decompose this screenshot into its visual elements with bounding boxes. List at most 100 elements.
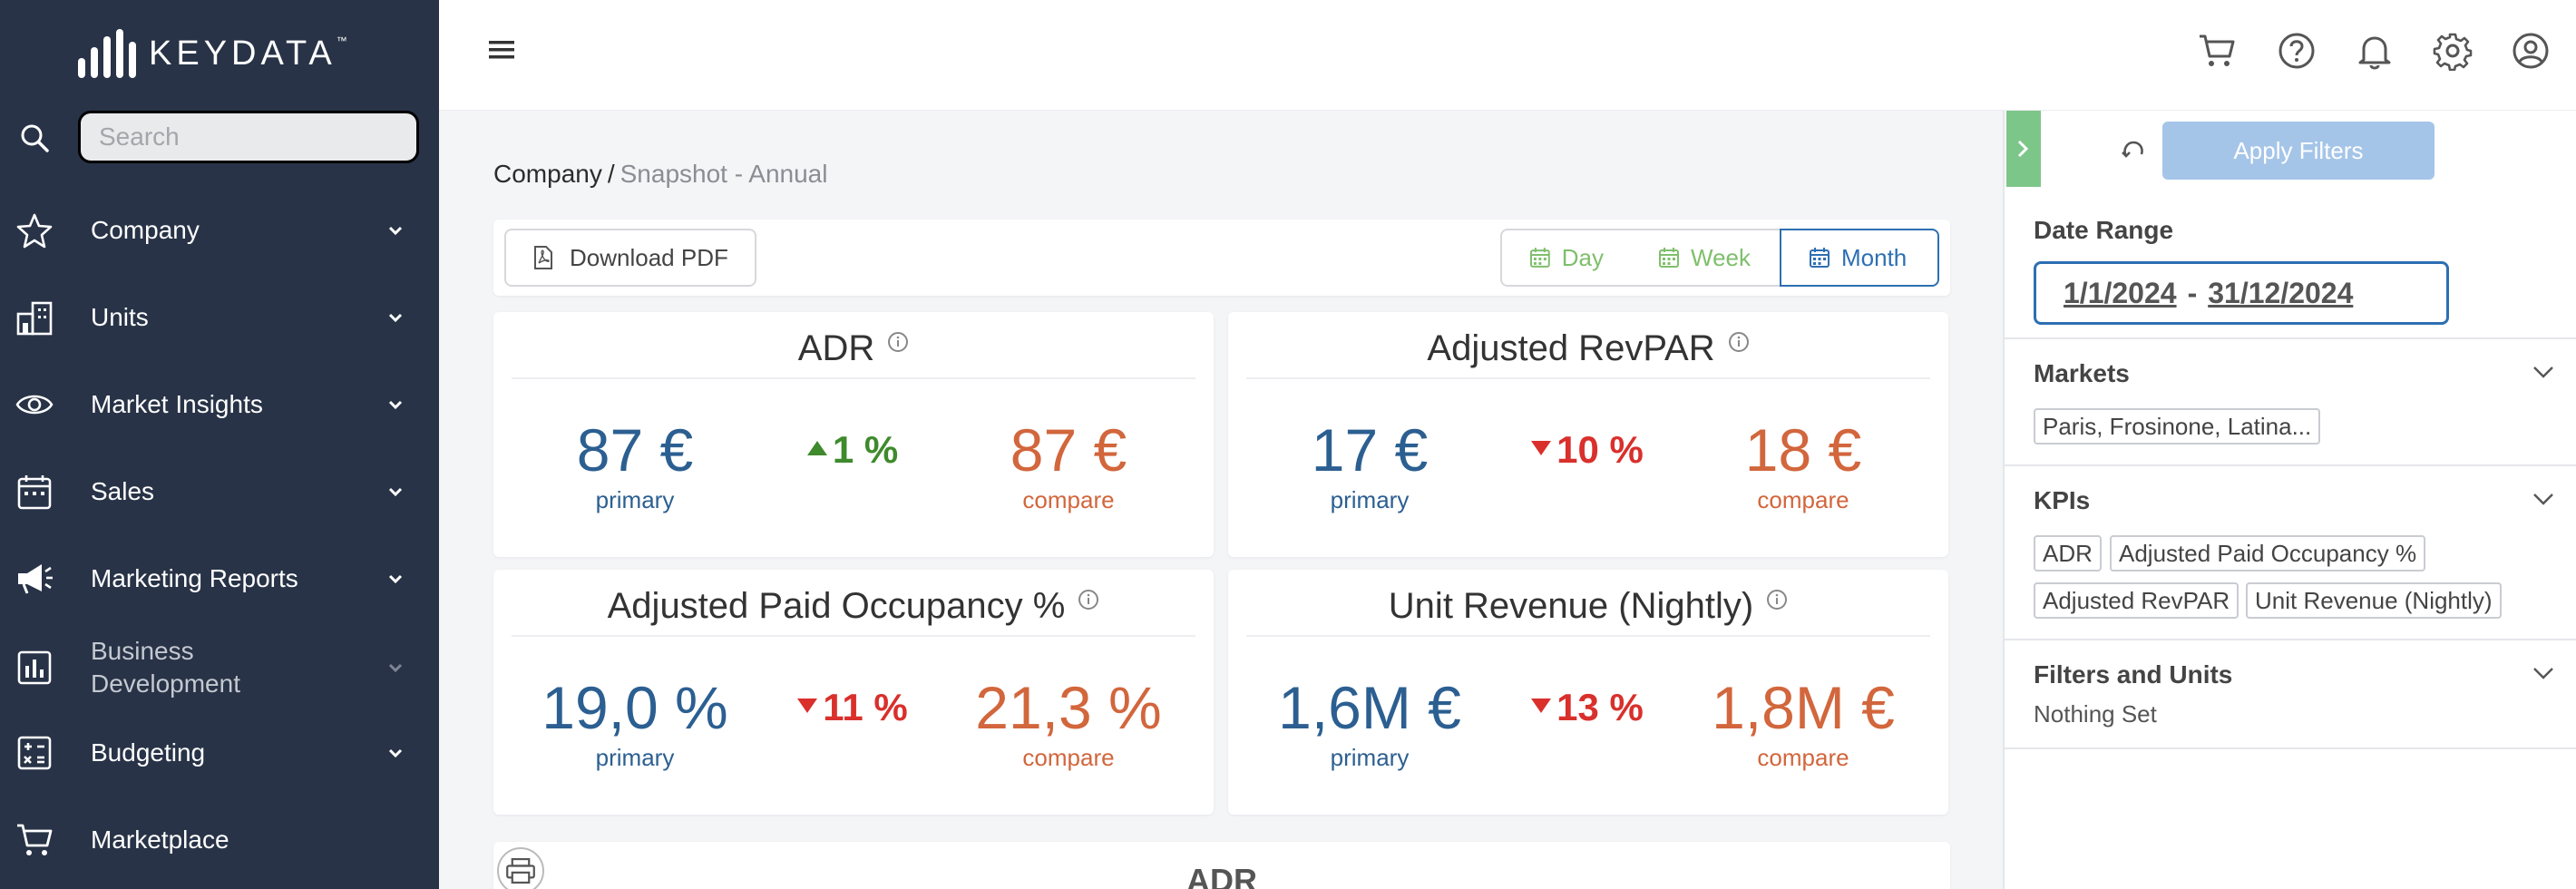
card-divider	[1246, 377, 1930, 379]
cart-icon	[17, 824, 53, 855]
arrow-down-icon	[1531, 698, 1552, 713]
panel-collapse-toggle[interactable]	[2006, 111, 2041, 187]
section-divider	[2005, 747, 2576, 749]
pdf-file-icon	[534, 246, 552, 269]
kpi-primary-value: 17 €	[1311, 416, 1429, 484]
filters-units-title: Filters and Units	[2034, 660, 2233, 689]
download-pdf-button[interactable]: Download PDF	[504, 229, 756, 287]
market-tag: Paris, Frosinone, Latina...	[2034, 408, 2321, 444]
period-week-button[interactable]: Week	[1631, 229, 1781, 287]
kpi-change: 1 %	[771, 428, 934, 472]
print-icon[interactable]	[497, 847, 544, 889]
sidebar-item-sales[interactable]: Sales	[0, 455, 439, 528]
chevron-right-icon	[2017, 140, 2029, 158]
chevron-down-icon	[388, 400, 403, 410]
kpi-title: Adjusted RevPAR	[1228, 328, 1948, 369]
download-pdf-label: Download PDF	[570, 243, 728, 271]
reset-filters-icon[interactable]	[2119, 136, 2148, 165]
kpi-compare-value: 1,8M €	[1712, 674, 1895, 741]
calendar-icon	[1810, 248, 1830, 268]
kpi-tag: ADR	[2034, 535, 2102, 572]
kpi-change: 13 %	[1506, 686, 1669, 729]
kpi-compare-value: 18 €	[1744, 416, 1862, 484]
period-month-button[interactable]: Month	[1780, 229, 1939, 287]
kpi-card-adr: ADR 87 € 1 % 87 € primary compare	[493, 312, 1214, 557]
sidebar-item-marketing-reports[interactable]: Marketing Reports	[0, 542, 439, 615]
sidebar-item-budgeting[interactable]: Budgeting	[0, 717, 439, 789]
section-divider	[2005, 464, 2576, 466]
sidebar-item-market-insights[interactable]: Market Insights	[0, 368, 439, 441]
breadcrumb-parent[interactable]: Company	[493, 160, 602, 188]
cart-icon[interactable]	[2197, 31, 2237, 71]
chevron-down-icon[interactable]	[2531, 660, 2556, 686]
info-icon[interactable]	[1078, 589, 1099, 611]
breadcrumb: Company / Snapshot - Annual	[493, 160, 827, 189]
chevron-down-icon	[388, 226, 403, 236]
gear-icon[interactable]	[2433, 31, 2473, 71]
section-divider	[2005, 337, 2576, 339]
arrow-down-icon	[797, 698, 818, 713]
help-icon[interactable]	[2277, 31, 2317, 71]
kpi-compare-label: compare	[1022, 744, 1115, 771]
kpi-compare-label: compare	[1757, 486, 1849, 513]
section-divider	[2005, 639, 2576, 640]
sidebar-item-units[interactable]: Units	[0, 281, 439, 354]
card-divider	[512, 635, 1195, 637]
period-month-label: Month	[1841, 243, 1908, 271]
markets-title: Markets	[2034, 359, 2130, 387]
chevron-down-icon[interactable]	[2531, 359, 2556, 385]
sidebar-item-label: Market Insights	[91, 390, 263, 418]
info-icon[interactable]	[1766, 589, 1788, 611]
sidebar-item-business-development[interactable]: Business Development	[0, 630, 439, 706]
card-divider	[1246, 635, 1930, 637]
megaphone-icon	[18, 564, 53, 594]
sidebar-item-label: Marketplace	[91, 826, 229, 854]
brand-name: KEYDATA™	[149, 34, 347, 73]
sidebar-item-marketplace[interactable]: Marketplace	[0, 804, 439, 876]
kpi-primary-value: 19,0 %	[542, 674, 728, 741]
kpis-title: KPIs	[2034, 486, 2091, 514]
chevron-down-icon	[388, 748, 403, 758]
kpi-title: ADR	[493, 328, 1214, 369]
keydata-logo[interactable]: KEYDATA™	[78, 27, 347, 80]
bell-icon[interactable]	[2355, 31, 2395, 71]
arrow-up-icon	[806, 441, 827, 455]
adr-chart-card: ADR	[493, 842, 1950, 889]
date-range-start[interactable]: 1/1/2024	[2064, 276, 2177, 309]
sidebar-item-company[interactable]: Company	[0, 194, 439, 267]
search-icon[interactable]	[18, 122, 51, 154]
calendar-icon	[17, 475, 52, 510]
search-input[interactable]	[78, 111, 419, 163]
info-icon[interactable]	[887, 331, 909, 353]
date-range-end[interactable]: 31/12/2024	[2208, 276, 2354, 309]
kpi-compare-value: 21,3 %	[975, 674, 1162, 741]
apply-filters-button[interactable]: Apply Filters	[2162, 122, 2435, 180]
star-icon	[16, 213, 53, 249]
breadcrumb-separator: /	[607, 160, 615, 188]
search-row	[0, 111, 439, 165]
kpi-card-unit-revenue: Unit Revenue (Nightly) 1,6M € 13 % 1,8M …	[1228, 570, 1948, 815]
breadcrumb-current: Snapshot - Annual	[620, 160, 828, 188]
calendar-icon	[1659, 248, 1679, 268]
filters-units-value: Nothing Set	[2034, 700, 2157, 728]
date-range-separator: -	[2187, 276, 2198, 309]
chevron-down-icon	[388, 487, 403, 497]
chart-title: ADR	[1186, 862, 1257, 889]
card-divider	[512, 377, 1195, 379]
info-icon[interactable]	[1728, 331, 1750, 353]
kpi-primary-label: primary	[595, 744, 675, 771]
kpi-primary-label: primary	[595, 486, 675, 513]
building-icon	[16, 301, 53, 336]
kpi-primary-value: 1,6M €	[1278, 674, 1461, 741]
kpi-tag: Unit Revenue (Nightly)	[2246, 582, 2502, 619]
date-range-picker[interactable]: 1/1/2024-31/12/2024	[2034, 261, 2449, 325]
user-account-icon[interactable]	[2511, 31, 2551, 71]
sidebar: KEYDATA™ Company Units Mar	[0, 0, 439, 889]
chevron-down-icon[interactable]	[2531, 486, 2556, 512]
kpi-compare-label: compare	[1022, 486, 1115, 513]
kpi-title: Adjusted Paid Occupancy %	[493, 586, 1214, 627]
main-content: Company / Snapshot - Annual Download PDF D…	[439, 111, 2003, 889]
hamburger-menu-icon[interactable]	[488, 36, 515, 64]
kpi-card-adjusted-revpar: Adjusted RevPAR 17 € 10 % 18 € primary c…	[1228, 312, 1948, 557]
period-day-button[interactable]: Day	[1500, 229, 1633, 287]
